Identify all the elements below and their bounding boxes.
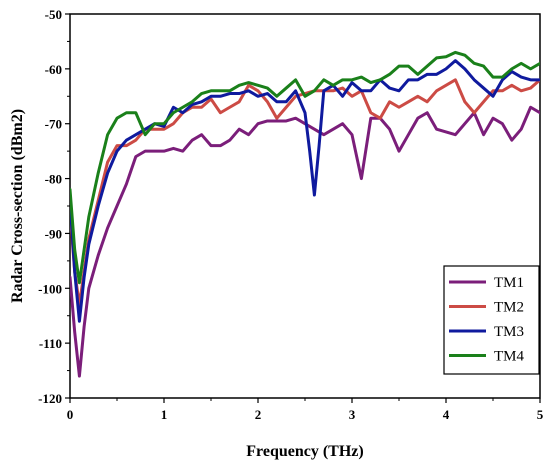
x-tick-label: 3	[349, 407, 356, 422]
x-tick-label: 2	[255, 407, 262, 422]
axes-layer: 0 1 2 3 4 5 -120 -110 -100 -90 -80 -70 -60 -50	[38, 7, 544, 422]
legend: TM1 TM2 TM3 TM4	[443, 265, 540, 375]
y-tick-label: -70	[45, 117, 62, 132]
x-tick-label: 1	[161, 407, 168, 422]
y-tick-label: -60	[45, 62, 62, 77]
legend-label-tm3: TM3	[494, 324, 524, 340]
y-tick-label: -110	[39, 336, 62, 351]
y-tick-label: -90	[45, 226, 62, 241]
y-axis-title: Radar Cross-section (dBm2)	[9, 109, 26, 303]
legend-label-tm4: TM4	[494, 349, 525, 365]
y-tick-label: -120	[38, 391, 62, 406]
legend-label-tm1: TM1	[494, 275, 524, 291]
x-tick-label: 5	[537, 407, 544, 422]
x-tick-label: 0	[67, 407, 74, 422]
legend-label-tm2: TM2	[494, 300, 524, 316]
x-axis-title: Frequency (THz)	[246, 443, 363, 460]
series-layer	[70, 50, 540, 378]
y-tick-label: -100	[38, 281, 62, 296]
series-line-tm1	[70, 105, 540, 378]
y-tick-label: -50	[45, 7, 62, 22]
y-tick-label: -80	[45, 172, 62, 187]
x-tick-label: 4	[443, 407, 450, 422]
series-line-tm2	[70, 78, 540, 307]
series-line-tm4	[70, 50, 540, 285]
series-line-tm3	[70, 59, 540, 323]
